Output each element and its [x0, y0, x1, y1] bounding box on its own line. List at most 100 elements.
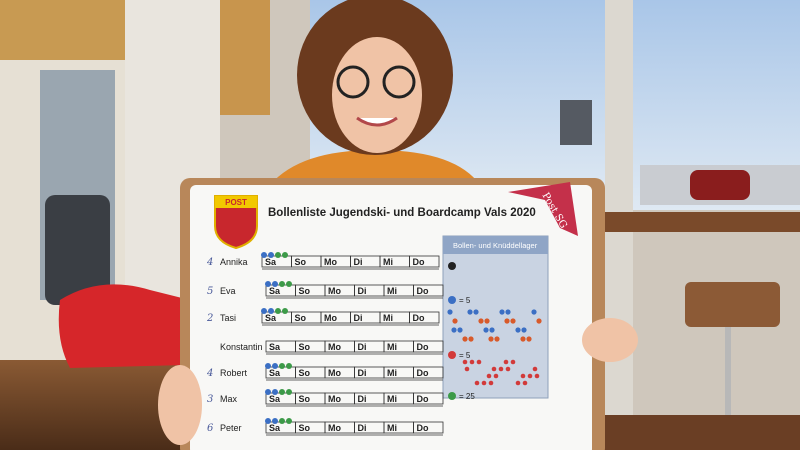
- magnet-dot: [484, 318, 490, 324]
- legend-rule: = 5: [459, 351, 471, 360]
- day-label: Mi: [387, 368, 397, 378]
- magnet-dot: [451, 327, 457, 333]
- magnet-dot: [282, 252, 288, 258]
- magnet-dot: [282, 308, 288, 314]
- magnet-dot: [265, 389, 271, 395]
- day-box: [413, 392, 444, 405]
- day-label: So: [299, 342, 311, 352]
- day-label: So: [299, 394, 311, 404]
- day-label: So: [299, 368, 311, 378]
- magnet-dot: [268, 308, 274, 314]
- day-label: Sa: [269, 368, 281, 378]
- sign-title: Bollenliste Jugendski- und Boardcamp Val…: [268, 207, 536, 219]
- magnet-dot: [526, 336, 532, 342]
- magnet-dot: [464, 366, 470, 372]
- blind: [220, 0, 270, 115]
- magnet-dot: [275, 252, 281, 258]
- day-label: Sa: [265, 313, 277, 323]
- handwritten-note: 4: [206, 368, 213, 379]
- day-label: Di: [358, 342, 367, 352]
- day-label: Mi: [387, 342, 397, 352]
- magnet-dot: [522, 380, 528, 386]
- day-label: So: [299, 423, 311, 433]
- magnet-dot: [447, 309, 453, 315]
- magnet-dot: [286, 389, 292, 395]
- day-box: [409, 255, 440, 268]
- day-box: [413, 366, 444, 379]
- row-name: Eva: [220, 286, 236, 296]
- left-hand: [158, 365, 202, 445]
- floor: [600, 415, 800, 450]
- day-label: Mo: [328, 368, 341, 378]
- glasses: [382, 65, 416, 99]
- day-label: Do: [413, 257, 425, 267]
- magnet-dot: [286, 418, 292, 424]
- distant-building: [560, 100, 592, 145]
- day-label: Mi: [383, 257, 393, 267]
- red-car: [690, 170, 750, 200]
- magnet-dot: [520, 336, 526, 342]
- day-label: So: [299, 286, 311, 296]
- magnet-dot: [279, 281, 285, 287]
- row-list: 4 Annika Sa So Mo Di Mi Do 5 Eva Sa So Mo Di Mi Do 2 Tasi…: [206, 252, 444, 436]
- magnet-dot: [536, 318, 542, 324]
- magnet-dot: [520, 373, 526, 379]
- row-name: Tasi: [220, 313, 236, 323]
- logo-shield: [214, 195, 258, 250]
- counter: [605, 212, 800, 232]
- day-label: Sa: [265, 257, 277, 267]
- legend-dot: [448, 262, 456, 270]
- magnet-dot: [462, 359, 468, 365]
- day-label: Do: [417, 368, 429, 378]
- row-name: Robert: [220, 368, 248, 378]
- handwritten-note: 6: [207, 423, 214, 434]
- magnet-dot: [505, 366, 511, 372]
- magnet-dot: [499, 309, 505, 315]
- legend-dot: [448, 392, 456, 400]
- day-label: Mo: [328, 394, 341, 404]
- red-jacket: [58, 284, 190, 368]
- magnet-dot: [467, 309, 473, 315]
- magnet-dot: [486, 373, 492, 379]
- smile: [356, 116, 398, 127]
- handwritten-note: 5: [207, 286, 213, 297]
- magnet-dot: [483, 327, 489, 333]
- magnet-dot: [265, 281, 271, 287]
- logo-text: POST: [225, 198, 247, 207]
- magnet-dot: [279, 418, 285, 424]
- day-label: Do: [413, 313, 425, 323]
- magnet-dot: [286, 281, 292, 287]
- day-label: So: [295, 313, 307, 323]
- magnet-dot: [503, 359, 509, 365]
- day-label: Mo: [324, 313, 337, 323]
- day-label: Mi: [387, 394, 397, 404]
- magnet-dot: [534, 373, 540, 379]
- day-label: Mo: [328, 286, 341, 296]
- magnet-dot: [457, 327, 463, 333]
- row-name: Peter: [220, 423, 242, 433]
- parked-car: [45, 195, 110, 305]
- day-label: Do: [417, 394, 429, 404]
- magnet-dot: [272, 363, 278, 369]
- day-label: Sa: [269, 423, 281, 433]
- magnet-dot: [478, 318, 484, 324]
- day-label: Di: [358, 286, 367, 296]
- magnet-dot: [505, 309, 511, 315]
- day-label: Sa: [269, 342, 281, 352]
- day-box: [413, 421, 444, 434]
- legend-panel: [442, 235, 549, 399]
- magnet-dot: [531, 309, 537, 315]
- magnet-dot: [275, 308, 281, 314]
- day-label: Di: [358, 394, 367, 404]
- handwritten-note: 3: [207, 394, 213, 405]
- handwritten-note: 2: [206, 313, 213, 324]
- day-label: Sa: [269, 286, 281, 296]
- day-label: Mi: [387, 423, 397, 433]
- magnet-dot: [261, 308, 267, 314]
- legend-rule: = 25: [459, 392, 475, 401]
- magnet-dot: [494, 336, 500, 342]
- day-label: Di: [358, 368, 367, 378]
- day-label: Do: [417, 342, 429, 352]
- legend-dots: = 5 = 5 = 25: [447, 262, 542, 401]
- magnet-dot: [491, 366, 497, 372]
